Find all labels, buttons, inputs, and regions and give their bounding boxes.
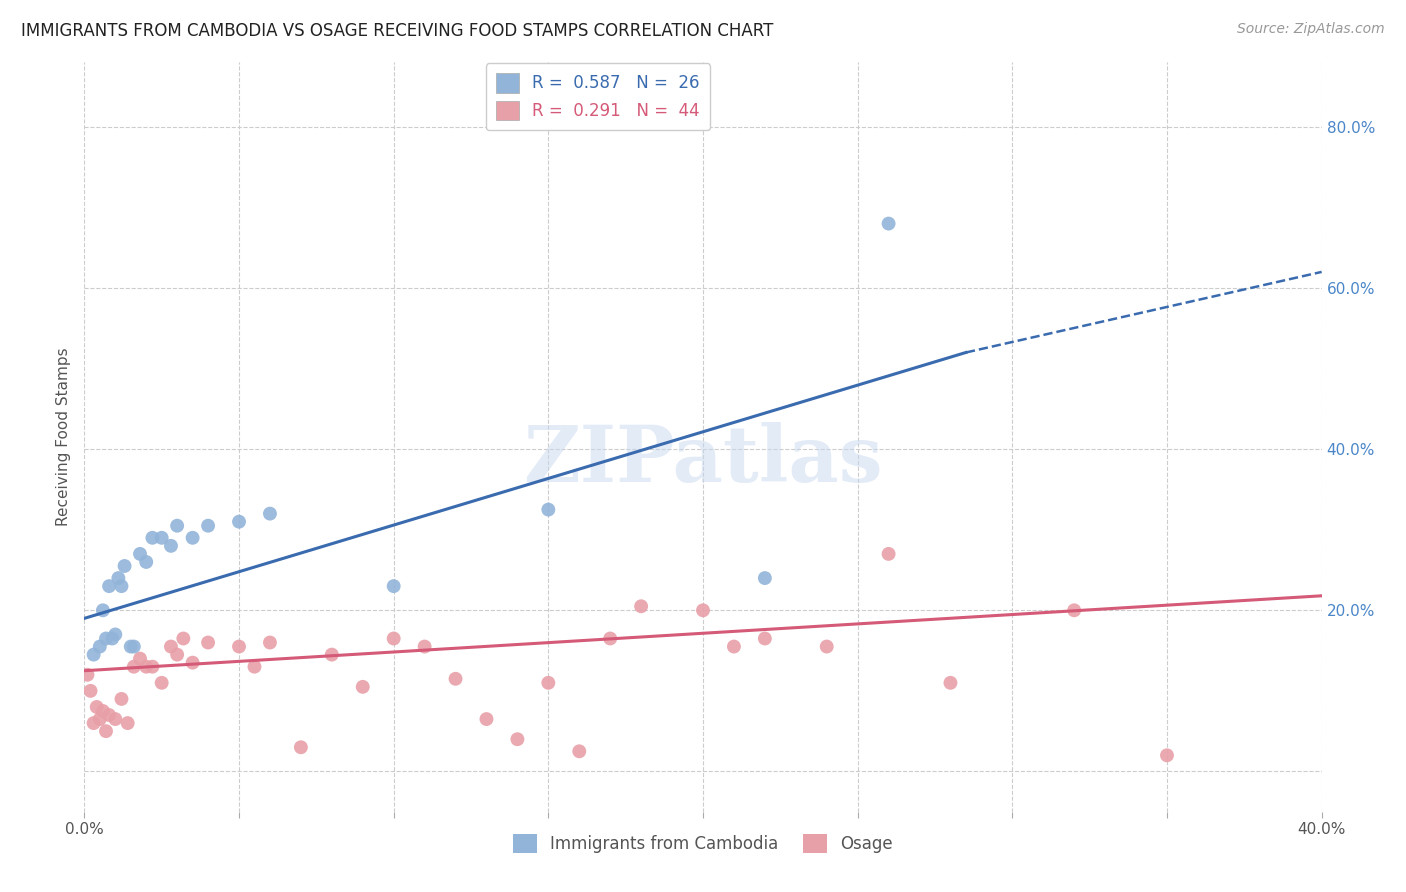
Point: [150, 531, 173, 545]
Point: [135, 659, 157, 673]
Point: [259, 635, 281, 649]
Point: [141, 659, 163, 673]
Point: [568, 744, 591, 758]
Point: [413, 640, 436, 654]
Point: [110, 692, 132, 706]
Y-axis label: Receiving Food Stamps: Receiving Food Stamps: [56, 348, 72, 526]
Point: [181, 656, 204, 670]
Point: [228, 515, 250, 529]
Point: [120, 640, 142, 654]
Point: [141, 531, 163, 545]
Point: [104, 712, 127, 726]
Point: [135, 555, 157, 569]
Point: [117, 716, 139, 731]
Point: [877, 547, 900, 561]
Point: [166, 518, 188, 533]
Point: [537, 502, 560, 516]
Point: [506, 732, 529, 747]
Point: [101, 632, 124, 646]
Point: [114, 559, 136, 574]
Point: [98, 579, 121, 593]
Point: [172, 632, 194, 646]
Point: [815, 640, 838, 654]
Point: [197, 518, 219, 533]
Point: [110, 579, 132, 593]
Point: [197, 635, 219, 649]
Point: [122, 640, 145, 654]
Point: [228, 640, 250, 654]
Point: [94, 724, 117, 739]
Point: [129, 651, 152, 665]
Point: [290, 740, 312, 755]
Point: [89, 712, 111, 726]
Point: [259, 507, 281, 521]
Point: [79, 684, 101, 698]
Point: [160, 539, 183, 553]
Point: [129, 547, 152, 561]
Point: [382, 632, 405, 646]
Point: [91, 704, 114, 718]
Point: [86, 700, 108, 714]
Point: [76, 667, 98, 681]
Point: [537, 675, 560, 690]
Text: ZIPatlas: ZIPatlas: [523, 422, 883, 498]
Point: [89, 640, 111, 654]
Point: [150, 675, 173, 690]
Point: [94, 632, 117, 646]
Point: [166, 648, 188, 662]
Point: [160, 640, 183, 654]
Point: [107, 571, 129, 585]
Point: [352, 680, 374, 694]
Text: IMMIGRANTS FROM CAMBODIA VS OSAGE RECEIVING FOOD STAMPS CORRELATION CHART: IMMIGRANTS FROM CAMBODIA VS OSAGE RECEIV…: [21, 22, 773, 40]
Point: [939, 675, 962, 690]
Point: [877, 217, 900, 231]
Point: [382, 579, 405, 593]
Point: [630, 599, 652, 614]
Point: [181, 531, 204, 545]
Point: [83, 648, 105, 662]
Point: [692, 603, 714, 617]
Point: [475, 712, 498, 726]
Text: Source: ZipAtlas.com: Source: ZipAtlas.com: [1237, 22, 1385, 37]
Point: [1063, 603, 1085, 617]
Point: [754, 571, 776, 585]
Point: [104, 627, 127, 641]
Point: [723, 640, 745, 654]
Point: [83, 716, 105, 731]
Point: [122, 659, 145, 673]
Point: [1156, 748, 1178, 763]
Point: [754, 632, 776, 646]
Point: [444, 672, 467, 686]
Legend: Immigrants from Cambodia, Osage: Immigrants from Cambodia, Osage: [506, 827, 900, 860]
Point: [599, 632, 621, 646]
Point: [98, 708, 121, 723]
Point: [321, 648, 343, 662]
Point: [91, 603, 114, 617]
Point: [243, 659, 266, 673]
